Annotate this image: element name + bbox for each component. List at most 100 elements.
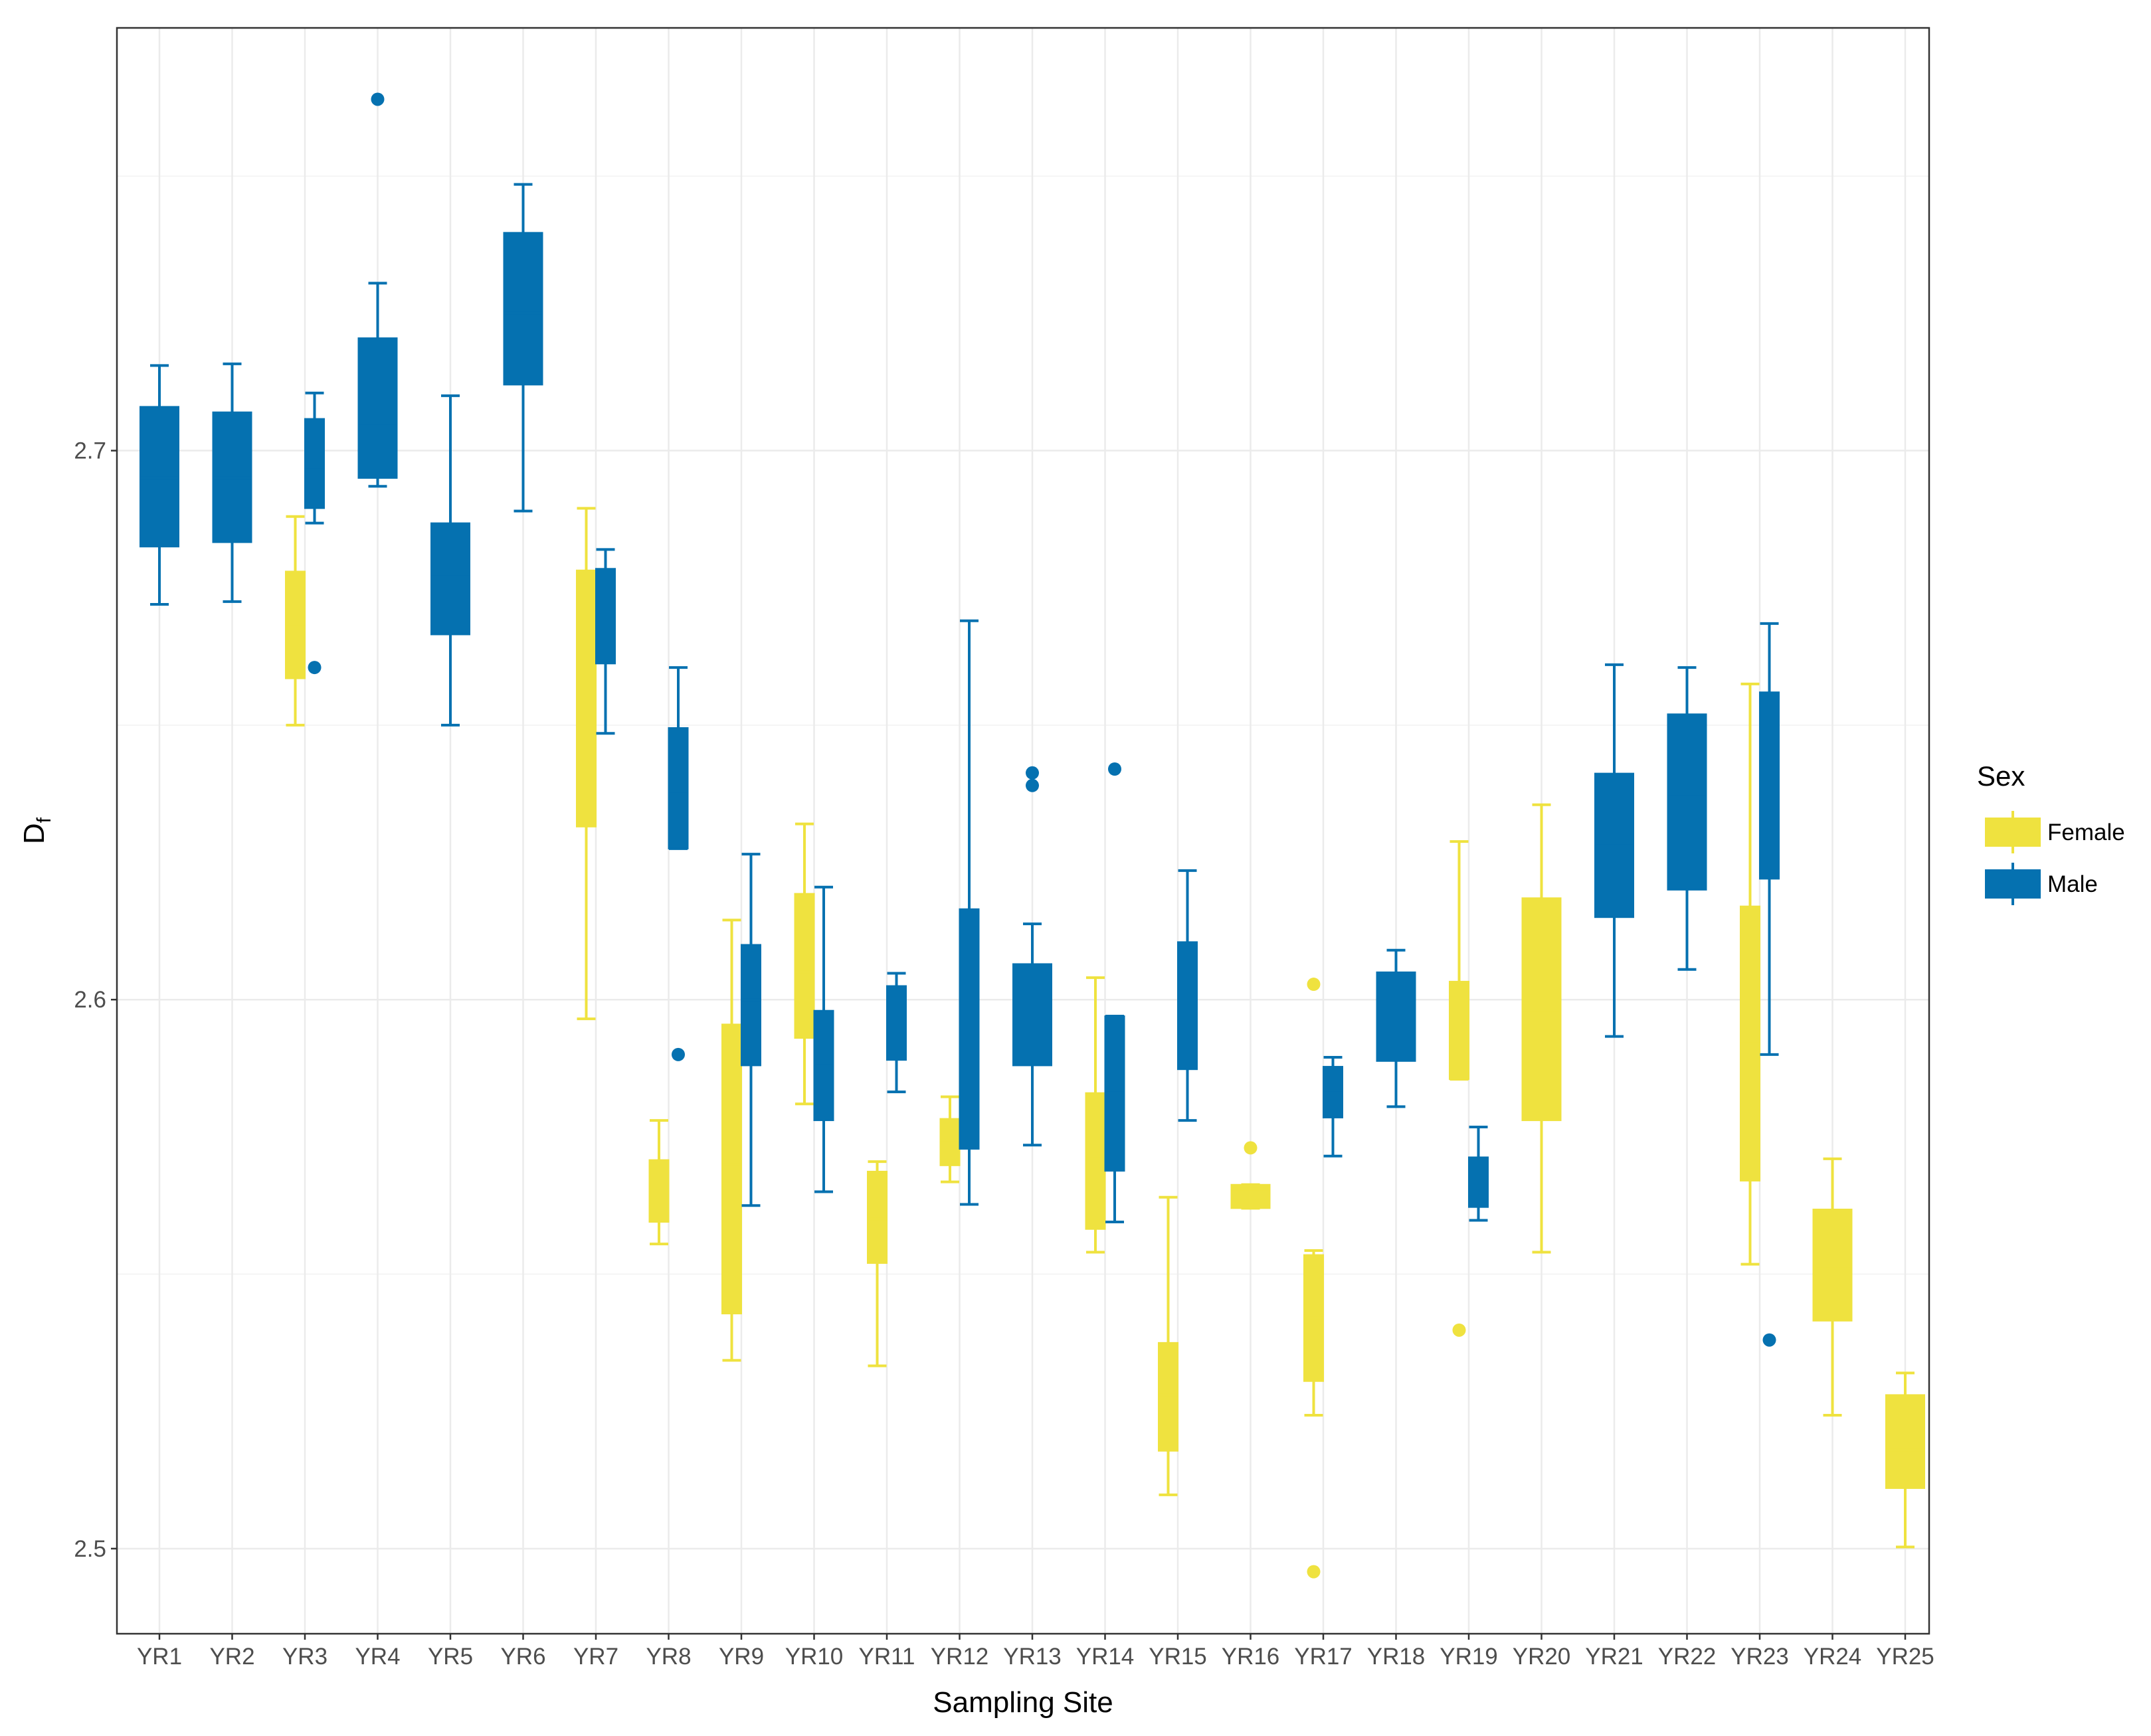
iqr-box <box>959 908 980 1150</box>
x-tick-label: YR18 <box>1367 1644 1426 1670</box>
outlier-point <box>1307 978 1321 992</box>
box-yr9-male <box>741 853 761 1207</box>
box-yr14-female <box>1085 976 1106 1254</box>
box-yr20-female <box>1521 803 1562 1254</box>
box-yr7-male <box>595 548 616 735</box>
box-yr7-female <box>576 507 597 1021</box>
box-yr2-male <box>212 362 252 603</box>
legend-key-swatch <box>1985 869 2041 899</box>
iqr-box <box>1012 963 1052 1067</box>
iqr-box <box>430 522 470 636</box>
x-tick-label: YR12 <box>931 1644 989 1670</box>
box-yr8-female <box>648 1119 670 1246</box>
iqr-box <box>1468 1156 1489 1208</box>
legend-title: Sex <box>1977 760 2025 792</box>
y-tick-label: 2.7 <box>74 438 106 464</box>
outlier-point <box>1307 1565 1321 1579</box>
x-tick-label: YR21 <box>1585 1644 1643 1670</box>
box-yr17-male <box>1323 1056 1343 1158</box>
box-yr19-female <box>1449 840 1469 1337</box>
box-yr19-male <box>1468 1125 1489 1222</box>
iqr-box <box>1177 941 1198 1071</box>
iqr-box <box>285 570 306 679</box>
box-yr10-female <box>794 822 815 1106</box>
y-axis-title: Df <box>18 817 55 844</box>
box-yr11-male <box>886 972 907 1094</box>
legend-entries: Female Male <box>1985 811 2125 905</box>
legend-label: Female <box>2047 820 2125 845</box>
x-tick-label: YR14 <box>1076 1644 1135 1670</box>
outlier-point <box>371 92 385 106</box>
y-tick-label: 2.6 <box>74 987 106 1013</box>
iqr-box <box>741 944 761 1067</box>
x-axis: YR1 YR2 YR3 YR4 YR5 YR6 YR7 YR8 YR9 YR10 YR11 YR12 Y… <box>137 1634 1934 1670</box>
legend-label: Male <box>2047 871 2098 897</box>
x-tick-label: YR22 <box>1658 1644 1717 1670</box>
iqr-box <box>1885 1394 1925 1489</box>
iqr-box <box>886 985 907 1061</box>
outlier-point <box>1244 1141 1258 1155</box>
x-tick-label: YR24 <box>1804 1644 1862 1670</box>
box-yr3-male <box>304 391 325 675</box>
legend: Sex Female Male <box>1977 760 2125 905</box>
box-yr8-male <box>668 666 689 1061</box>
box-yr14-male <box>1104 762 1125 1223</box>
x-tick-label: YR3 <box>282 1644 327 1670</box>
x-tick-label: YR9 <box>719 1644 764 1670</box>
box-yr3-female <box>285 515 306 727</box>
iqr-box <box>1158 1342 1178 1452</box>
x-tick-label: YR17 <box>1294 1644 1353 1670</box>
plot-panel-border <box>116 27 1930 1635</box>
iqr-box <box>721 1023 742 1315</box>
box-yr23-female <box>1740 682 1760 1266</box>
box-yr24-female <box>1812 1157 1853 1417</box>
outlier-point <box>1762 1333 1776 1347</box>
box-yr16-female <box>1230 1141 1271 1210</box>
legend-key-swatch <box>1985 818 2041 847</box>
x-tick-label: YR7 <box>573 1644 618 1670</box>
box-yr5-male <box>430 394 470 727</box>
box-yr15-male <box>1177 869 1198 1122</box>
box-yr1-male <box>140 364 179 606</box>
box-yr17-female <box>1303 978 1324 1579</box>
x-tick-label: YR5 <box>428 1644 473 1670</box>
box-yr22-male <box>1667 666 1707 971</box>
iqr-box <box>1812 1208 1853 1322</box>
iqr-box <box>1759 691 1780 880</box>
box-plot-series <box>140 92 1925 1579</box>
iqr-box <box>1449 980 1469 1081</box>
outlier-point <box>1026 766 1039 780</box>
iqr-box <box>867 1170 888 1264</box>
iqr-box <box>503 232 543 386</box>
box-yr13-male <box>1012 766 1052 1147</box>
iqr-box <box>1667 713 1707 891</box>
x-tick-label: YR6 <box>500 1644 545 1670</box>
x-tick-label: YR23 <box>1730 1644 1789 1670</box>
x-tick-label: YR19 <box>1440 1644 1498 1670</box>
box-yr21-male <box>1594 663 1634 1038</box>
iqr-box <box>1521 897 1562 1122</box>
outlier-point <box>672 1047 685 1061</box>
x-tick-label: YR16 <box>1222 1644 1280 1670</box>
outlier-point <box>1452 1323 1466 1337</box>
box-yr6-male <box>503 183 543 513</box>
box-yr4-male <box>357 92 398 488</box>
y-tick-label: 2.5 <box>74 1536 106 1562</box>
legend-entry-male: Male <box>1985 863 2098 905</box>
minor-gridlines <box>117 175 1929 1275</box>
iqr-box <box>668 727 689 849</box>
x-tick-label: YR20 <box>1513 1644 1571 1670</box>
box-yr23-male <box>1759 622 1780 1347</box>
x-tick-label: YR13 <box>1003 1644 1062 1670</box>
outlier-point <box>1026 778 1039 792</box>
box-yr11-female <box>867 1160 888 1367</box>
y-axis-title-subscript: f <box>33 817 55 823</box>
iqr-box <box>794 893 815 1039</box>
x-tick-label: YR1 <box>137 1644 182 1670</box>
outlier-point <box>1108 762 1121 776</box>
outlier-point <box>308 661 322 675</box>
y-axis: 2.5 2.6 2.7 <box>74 438 117 1562</box>
x-tick-label: YR10 <box>785 1644 844 1670</box>
box-yr10-male <box>813 885 834 1193</box>
